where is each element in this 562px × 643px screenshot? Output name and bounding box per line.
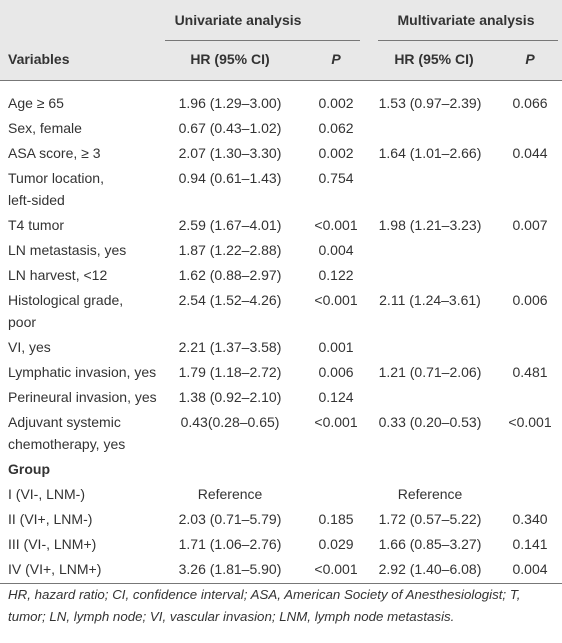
column-header: HR (95% CI) (190, 51, 270, 67)
cell: 1.87 (1.22–2.88) (178, 242, 282, 258)
column-header: P (331, 51, 341, 67)
row-label: LN metastasis, yes (8, 242, 127, 258)
cell: <0.001 (314, 292, 358, 308)
cell: 1.21 (0.71–2.06) (378, 364, 482, 380)
cell: 1.66 (0.85–3.27) (378, 536, 482, 552)
row-label: II (VI+, LNM-) (8, 511, 93, 527)
cell: 1.79 (1.18–2.72) (178, 364, 282, 380)
cell: 1.53 (0.97–2.39) (378, 95, 482, 111)
cell: 2.11 (1.24–3.61) (379, 292, 481, 308)
cell: 2.03 (0.71–5.79) (178, 511, 282, 527)
row-label: Adjuvant systemic (8, 414, 121, 430)
row-label: ASA score, ≥ 3 (8, 145, 101, 161)
cell: 0.004 (318, 242, 354, 258)
group-header: Univariate analysis (174, 12, 302, 28)
cell: 1.62 (0.88–2.97) (178, 267, 282, 283)
cell: 0.141 (512, 536, 548, 552)
column-header: HR (95% CI) (394, 51, 474, 67)
cell: 2.54 (1.52–4.26) (178, 292, 282, 308)
column-header: Variables (8, 51, 70, 67)
row-label: Perineural invasion, yes (8, 389, 157, 405)
cell: <0.001 (314, 561, 358, 577)
cell: 0.007 (512, 217, 548, 233)
cell: 0.754 (318, 170, 354, 186)
cell: <0.001 (314, 414, 358, 430)
row-label: LN harvest, <12 (8, 267, 108, 283)
row-label: I (VI-, LNM-) (8, 486, 85, 502)
cell: 0.43(0.28–0.65) (180, 414, 280, 430)
row-label: chemotherapy, yes (8, 436, 126, 452)
rule (378, 40, 558, 41)
row-label: VI, yes (8, 339, 51, 355)
cell: 1.71 (1.06–2.76) (178, 536, 282, 552)
cell: 0.004 (512, 561, 548, 577)
rule (0, 80, 562, 81)
cell: 0.062 (318, 120, 354, 136)
cell: 0.066 (512, 95, 548, 111)
cell: 0.006 (318, 364, 354, 380)
cell: Reference (397, 486, 463, 502)
column-header: P (525, 51, 535, 67)
rule (165, 40, 360, 41)
row-label: poor (8, 314, 37, 330)
row-label: Histological grade, (8, 292, 124, 308)
section-label: Group (8, 461, 50, 477)
row-label: Tumor location, (8, 170, 104, 186)
cell: 0.33 (0.20–0.53) (378, 414, 482, 430)
cell: 2.92 (1.40–6.08) (378, 561, 482, 577)
cell: 1.96 (1.29–3.00) (178, 95, 282, 111)
cell: 0.006 (512, 292, 548, 308)
cell: 0.94 (0.61–1.43) (178, 170, 282, 186)
cell: 1.98 (1.21–3.23) (378, 217, 482, 233)
row-label: IV (VI+, LNM+) (8, 561, 102, 577)
cell: 0.67 (0.43–1.02) (178, 120, 282, 136)
cell: 2.59 (1.67–4.01) (178, 217, 282, 233)
cell: 0.122 (318, 267, 354, 283)
cell: 0.340 (512, 511, 548, 527)
cell: 0.044 (512, 145, 548, 161)
footnote: HR, hazard ratio; CI, confidence interva… (8, 587, 521, 602)
cell: 1.72 (0.57–5.22) (378, 511, 482, 527)
cell: 2.07 (1.30–3.30) (178, 145, 282, 161)
cell: 0.001 (318, 339, 354, 355)
cell: 0.185 (318, 511, 354, 527)
row-label: III (VI-, LNM+) (8, 536, 97, 552)
cell: 0.124 (318, 389, 354, 405)
cell: Reference (197, 486, 263, 502)
cell: <0.001 (314, 217, 358, 233)
cell: 3.26 (1.81–5.90) (178, 561, 282, 577)
row-label: left-sided (8, 192, 65, 208)
cell: 0.002 (318, 145, 354, 161)
cell: 1.38 (0.92–2.10) (178, 389, 282, 405)
cell: 0.002 (318, 95, 354, 111)
row-label: T4 tumor (8, 217, 65, 233)
rule (0, 583, 562, 584)
cell: 0.029 (318, 536, 354, 552)
footnote: tumor; LN, lymph node; VI, vascular inva… (8, 609, 455, 624)
group-header: Multivariate analysis (397, 12, 535, 28)
row-label: Lymphatic invasion, yes (8, 364, 157, 380)
row-label: Sex, female (8, 120, 82, 136)
cell: 2.21 (1.37–3.58) (178, 339, 282, 355)
cell: 0.481 (512, 364, 548, 380)
row-label: Age ≥ 65 (8, 95, 64, 111)
cell: <0.001 (508, 414, 552, 430)
cell: 1.64 (1.01–2.66) (378, 145, 482, 161)
